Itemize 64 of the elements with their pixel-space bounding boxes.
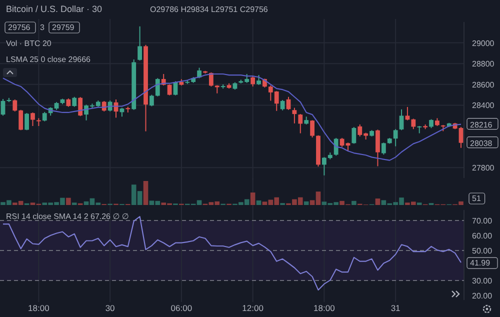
text: O29786 H29834 L29751 C29756: [150, 5, 268, 14]
candlestick: [36, 118, 41, 126]
y-tick-label: 28800: [472, 60, 495, 69]
y-tick-label: 70.00: [472, 216, 493, 226]
candlestick: [381, 142, 386, 156]
y-tick-label: 30.00: [472, 276, 493, 286]
y-tick-label: 28400: [472, 101, 495, 110]
x-tick-label: 06:00: [170, 303, 192, 313]
candlestick: [155, 78, 160, 97]
bar: [143, 181, 148, 205]
bar: [250, 192, 256, 205]
annotation: 29759: [52, 23, 75, 32]
candlestick: [417, 126, 422, 134]
candlestick: [292, 107, 297, 124]
x-tick-label: 18:00: [314, 303, 336, 313]
annotation: RSI 14 close SMA 14 2 67.26 ∅ ∅: [6, 212, 129, 221]
candlestick: [405, 106, 410, 121]
y-tick-label: 20.00: [472, 292, 493, 300]
candlestick: [250, 76, 256, 87]
candlestick: [78, 96, 83, 117]
candlestick: [12, 98, 18, 112]
y-tick-label: 60.00: [472, 232, 493, 240]
bar: [66, 198, 71, 205]
text: 51: [472, 194, 482, 203]
candlestick: [208, 72, 214, 87]
candlestick: [298, 114, 303, 134]
chart-title: Bitcoin / U.S. Dollar · 30: [6, 4, 102, 14]
y-tick-label: 50.00: [472, 246, 493, 256]
candlestick: [72, 96, 77, 108]
bar: [375, 198, 380, 205]
annotation: 3: [40, 23, 45, 32]
x-tick-label: 31: [390, 303, 401, 313]
candlestick: [18, 109, 24, 131]
candlestick: [167, 84, 172, 96]
candlestick: [399, 108, 404, 131]
candlestick: [310, 120, 314, 138]
candlestick: [256, 74, 261, 86]
x-tick-label: 18:00: [28, 303, 50, 313]
candlestick: [42, 111, 47, 122]
candlestick: [138, 26, 142, 61]
y-tick-label: 27800: [472, 164, 495, 173]
bar: [256, 200, 262, 205]
candlestick: [411, 118, 416, 130]
candlestick: [352, 126, 356, 144]
candlestick: [376, 129, 380, 167]
annotation: LSMA 25 0 close 29666: [6, 55, 92, 64]
bar: [352, 200, 356, 205]
x-tick-label: 30: [105, 303, 116, 313]
candlestick: [0, 98, 6, 116]
candlestick: [393, 128, 398, 147]
annotation: 29756: [8, 23, 31, 32]
candlestick: [150, 94, 154, 107]
annotation: Vol · BTC 20: [6, 39, 52, 48]
annotation: 28216: [470, 120, 493, 130]
candlestick: [24, 112, 29, 131]
candlestick: [334, 137, 338, 156]
y-tick-label: 28600: [472, 80, 495, 90]
x-tick-label: 12:00: [242, 303, 264, 313]
candlestick: [30, 112, 35, 126]
bar: [304, 201, 309, 205]
annotation: 28038: [470, 138, 493, 148]
y-tick-label: 29000: [472, 38, 495, 48]
candlestick: [280, 100, 285, 111]
text: 41.99: [470, 258, 491, 268]
